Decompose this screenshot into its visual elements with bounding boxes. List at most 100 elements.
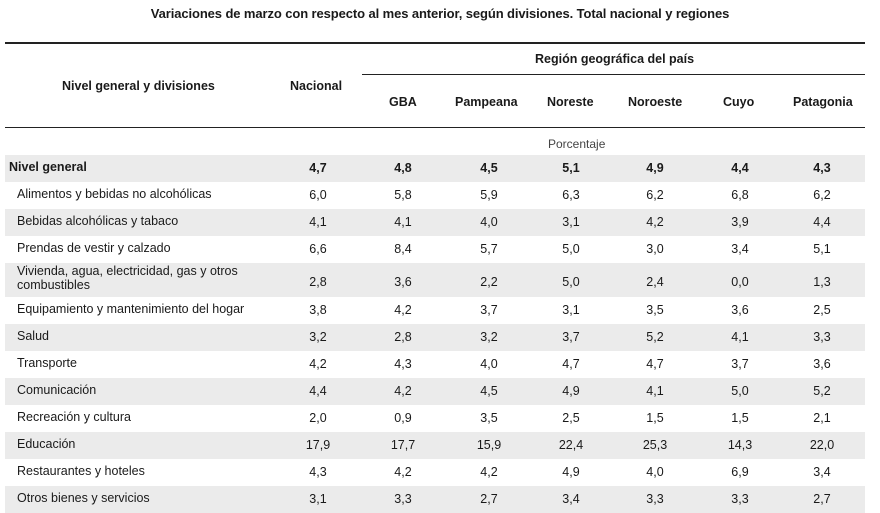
- value-cell-noreste: 2,5: [562, 411, 580, 425]
- value-cell-cuyo: 14,3: [727, 438, 753, 452]
- column-header-patagonia: Patagonia: [793, 95, 853, 109]
- value-cell-patagonia: 3,6: [813, 357, 831, 371]
- column-header-gba: GBA: [389, 95, 417, 109]
- value-cell-nacional: 2,0: [309, 411, 327, 425]
- value-cell-noreste: 4,7: [562, 357, 580, 371]
- value-cell-patagonia: 6,2: [813, 188, 831, 202]
- column-header-noroeste: Noroeste: [628, 95, 683, 109]
- value-cell-noreste: 3,7: [562, 330, 580, 344]
- value-cell-cuyo: 4,1: [731, 330, 749, 344]
- value-cell-nacional: 4,2: [309, 357, 327, 371]
- table-row: Restaurantes y hoteles 4,3 4,2 4,2 4,9 4,0 6,9…: [5, 459, 865, 486]
- value-cell-cuyo: 3,3: [731, 492, 749, 506]
- table-row: Equipamiento y mantenimiento del hogar 3,…: [5, 297, 865, 324]
- column-header-noreste: Noreste: [547, 95, 594, 109]
- value-cell-gba: 3,6: [394, 275, 412, 289]
- row-label: Otros bienes y servicios: [17, 491, 150, 505]
- value-cell-nacional: 2,8: [309, 275, 327, 289]
- value-cell-gba: 17,7: [390, 438, 416, 452]
- value-cell-nacional: 3,2: [309, 330, 327, 344]
- value-cell-pampeana: 4,0: [480, 357, 498, 371]
- value-cell-noroeste: 4,7: [646, 357, 664, 371]
- value-cell-patagonia: 2,1: [813, 411, 831, 425]
- table-row: Educación 17,9 17,7 15,9 22,4 25,3 14,3 22,0: [5, 432, 865, 459]
- value-cell-patagonia: 1,3: [813, 275, 831, 289]
- row-label: Alimentos y bebidas no alcohólicas: [17, 187, 212, 201]
- value-cell-noreste: 3,1: [562, 215, 580, 229]
- value-cell-nacional: 3,8: [309, 303, 327, 317]
- value-cell-patagonia: 22,0: [809, 438, 835, 452]
- value-cell-noreste: 3,4: [562, 492, 580, 506]
- value-cell-gba: 3,3: [394, 492, 412, 506]
- value-cell-noroeste: 2,4: [646, 275, 664, 289]
- value-cell-cuyo: 3,4: [731, 242, 749, 256]
- value-cell-noreste: 5,0: [562, 275, 580, 289]
- value-cell-pampeana: 5,7: [480, 242, 498, 256]
- value-cell-nacional: 4,1: [309, 215, 327, 229]
- value-cell-pampeana: 15,9: [476, 438, 502, 452]
- value-cell-cuyo: 5,0: [731, 384, 749, 398]
- table-row: Recreación y cultura 2,0 0,9 3,5 2,5 1,5 1,5 2,…: [5, 405, 865, 432]
- value-cell-noroeste: 25,3: [642, 438, 668, 452]
- row-label: Restaurantes y hoteles: [17, 464, 145, 478]
- value-cell-gba: 0,9: [394, 411, 412, 425]
- row-label: Comunicación: [17, 383, 97, 397]
- value-cell-noreste: 6,3: [562, 188, 580, 202]
- value-cell-pampeana: 3,2: [480, 330, 498, 344]
- value-cell-noroeste: 4,9: [646, 161, 664, 175]
- value-cell-cuyo: 6,9: [731, 465, 749, 479]
- value-cell-gba: 5,8: [394, 188, 412, 202]
- value-cell-noreste: 5,0: [562, 242, 580, 256]
- row-label: Equipamiento y mantenimiento del hogar: [17, 302, 245, 316]
- row-label: Nivel general: [9, 160, 87, 174]
- value-cell-cuyo: 3,9: [731, 215, 749, 229]
- value-cell-patagonia: 4,4: [813, 215, 831, 229]
- table-row: Salud 3,2 2,8 3,2 3,7 5,2 4,1 3,3: [5, 324, 865, 351]
- value-cell-noroeste: 3,5: [646, 303, 664, 317]
- value-cell-cuyo: 4,4: [731, 161, 749, 175]
- value-cell-pampeana: 2,2: [480, 275, 498, 289]
- value-cell-gba: 4,8: [394, 161, 412, 175]
- value-cell-nacional: 4,3: [309, 465, 327, 479]
- value-cell-pampeana: 4,2: [480, 465, 498, 479]
- value-cell-pampeana: 3,5: [480, 411, 498, 425]
- value-cell-pampeana: 4,5: [480, 161, 498, 175]
- row-label: Salud: [17, 329, 49, 343]
- region-group-header: Región geográfica del país: [535, 52, 695, 66]
- region-group-rule: [362, 74, 865, 75]
- value-cell-pampeana: 5,9: [480, 188, 498, 202]
- value-cell-cuyo: 3,7: [731, 357, 749, 371]
- table-row: Otros bienes y servicios 3,1 3,3 2,7 3,4 3,3 3…: [5, 486, 865, 513]
- column-header-pampeana: Pampeana: [455, 95, 518, 109]
- top-rule: [5, 42, 865, 44]
- value-cell-gba: 4,1: [394, 215, 412, 229]
- value-cell-patagonia: 3,4: [813, 465, 831, 479]
- unit-label: Porcentaje: [548, 137, 606, 151]
- value-cell-noroeste: 4,1: [646, 384, 664, 398]
- table-title: Variaciones de marzo con respecto al mes…: [150, 6, 730, 21]
- row-label-line: Vivienda, agua, electricidad, gas y otro…: [17, 264, 238, 278]
- value-cell-cuyo: 6,8: [731, 188, 749, 202]
- value-cell-noroeste: 4,2: [646, 215, 664, 229]
- table-row: Transporte 4,2 4,3 4,0 4,7 4,7 3,7 3,6: [5, 351, 865, 378]
- value-cell-patagonia: 3,3: [813, 330, 831, 344]
- table-row: Bebidas alcohólicas y tabaco 4,1 4,1 4,0 3,1…: [5, 209, 865, 236]
- value-cell-noroeste: 4,0: [646, 465, 664, 479]
- row-header-label: Nivel general y divisiones: [62, 79, 215, 93]
- value-cell-cuyo: 1,5: [731, 411, 749, 425]
- value-cell-nacional: 3,1: [309, 492, 327, 506]
- table-row: Vivienda, agua, electricidad, gas y otro…: [5, 263, 865, 297]
- column-header-cuyo: Cuyo: [723, 95, 755, 109]
- value-cell-patagonia: 2,5: [813, 303, 831, 317]
- value-cell-noreste: 3,1: [562, 303, 580, 317]
- value-cell-noreste: 4,9: [562, 465, 580, 479]
- value-cell-noroeste: 6,2: [646, 188, 664, 202]
- value-cell-noreste: 4,9: [562, 384, 580, 398]
- table-row: Comunicación 4,4 4,2 4,5 4,9 4,1 5,0 5,2: [5, 378, 865, 405]
- value-cell-nacional: 4,4: [309, 384, 327, 398]
- value-cell-nacional: 4,7: [309, 161, 327, 175]
- row-label-line: combustibles: [17, 278, 90, 292]
- value-cell-gba: 2,8: [394, 330, 412, 344]
- row-label: Bebidas alcohólicas y tabaco: [17, 214, 179, 228]
- value-cell-patagonia: 4,3: [813, 161, 831, 175]
